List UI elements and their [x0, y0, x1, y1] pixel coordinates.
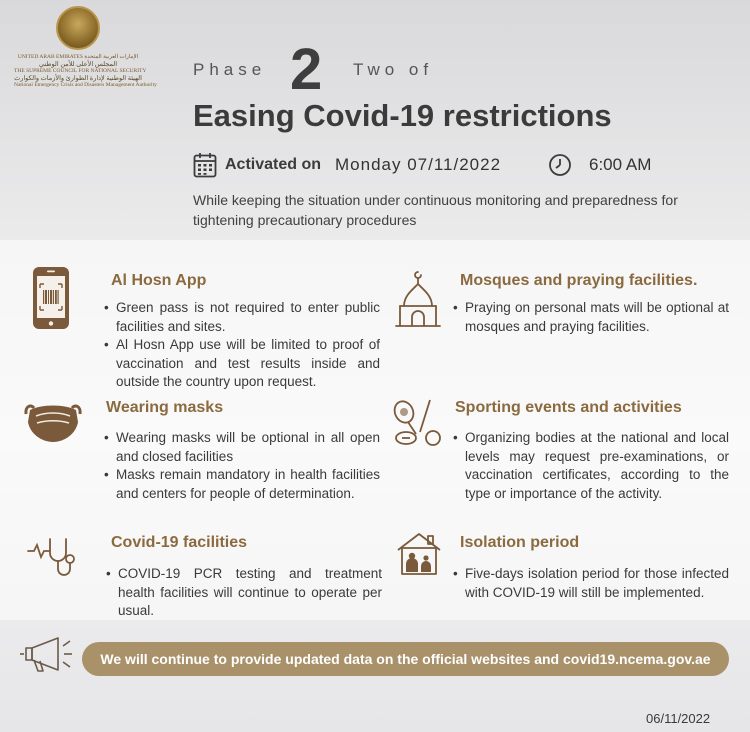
phase-word: Phase — [193, 60, 267, 79]
megaphone-icon — [20, 637, 72, 672]
alhosn-title: Al Hosn App — [111, 272, 207, 289]
facilities-bullets: COVID-19 PCR testing and treatment healt… — [106, 565, 382, 621]
list-item: Masks remain mandatory in health facilit… — [104, 466, 380, 503]
phone-barcode-icon — [33, 267, 69, 329]
clock-icon — [549, 154, 571, 176]
list-item: Praying on personal mats will be optiona… — [453, 299, 729, 336]
mosque-icon — [395, 271, 441, 327]
family-house-icon — [397, 533, 441, 575]
masks-bullets: Wearing masks will be optional in all op… — [104, 429, 380, 503]
logo-line1-en: UNITED ARAB EMIRATES — [17, 54, 83, 60]
list-item: COVID-19 PCR testing and treatment healt… — [106, 565, 382, 621]
list-item: Green pass is not required to enter publ… — [104, 299, 380, 336]
sports-equipment-icon — [393, 399, 441, 446]
calendar-icon — [193, 153, 217, 178]
phase-of: Two of — [353, 60, 434, 79]
masks-title: Wearing masks — [106, 399, 224, 416]
logo-line1-ar: الإمارات العربية المتحدة — [84, 54, 139, 60]
stethoscope-icon — [27, 538, 75, 576]
sports-bullets: Organizing bodies at the national and lo… — [453, 429, 729, 503]
list-item: Organizing bodies at the national and lo… — [453, 429, 729, 503]
uae-emblem-icon — [56, 6, 100, 50]
footer-date: 06/11/2022 — [646, 711, 711, 726]
mosques-bullets: Praying on personal mats will be optiona… — [453, 299, 729, 336]
page-title: Easing Covid-19 restrictions — [193, 98, 612, 133]
alhosn-bullets: Green pass is not required to enter publ… — [104, 299, 380, 392]
ncema-logo: UNITED ARAB EMIRATES الإمارات العربية ال… — [14, 6, 157, 89]
phase-heading: Phase 2 Two of — [0, 37, 750, 102]
intro-text: While keeping the situation under contin… — [193, 192, 678, 228]
footer-message-bar: We will continue to provide updated data… — [82, 642, 729, 676]
facilities-title: Covid-19 facilities — [111, 534, 248, 551]
logo-line4-ar: الهيئة الوطنية لإدارة الطوارئ والأزمات و… — [14, 75, 142, 82]
list-item: Five-days isolation period for those inf… — [453, 565, 729, 602]
activated-time: 6:00 AM — [589, 155, 652, 174]
sports-title: Sporting events and activities — [455, 399, 682, 416]
list-item: Al Hosn App use will be limited to proof… — [104, 336, 380, 392]
list-item: Wearing masks will be optional in all op… — [104, 429, 380, 466]
isolation-title: Isolation period — [460, 534, 580, 551]
activated-label: Activated on — [225, 156, 322, 173]
logo-line2-ar: المجلس الأعلى للأمن الوطني — [39, 61, 117, 68]
logo-line3-en: THE SUPREME COUNCIL FOR NATIONAL SECURIT… — [14, 68, 147, 74]
isolation-bullets: Five-days isolation period for those inf… — [453, 565, 729, 602]
mosques-title: Mosques and praying facilities. — [460, 272, 698, 289]
face-mask-icon — [24, 404, 82, 442]
activation-row: Activated on Monday 07/11/2022 6:00 AM — [193, 150, 713, 180]
activated-date: Monday 07/11/2022 — [335, 155, 502, 174]
logo-line5-en: National Emergency Crisis and Disasters … — [14, 82, 157, 88]
phase-number: 2 — [290, 37, 323, 102]
